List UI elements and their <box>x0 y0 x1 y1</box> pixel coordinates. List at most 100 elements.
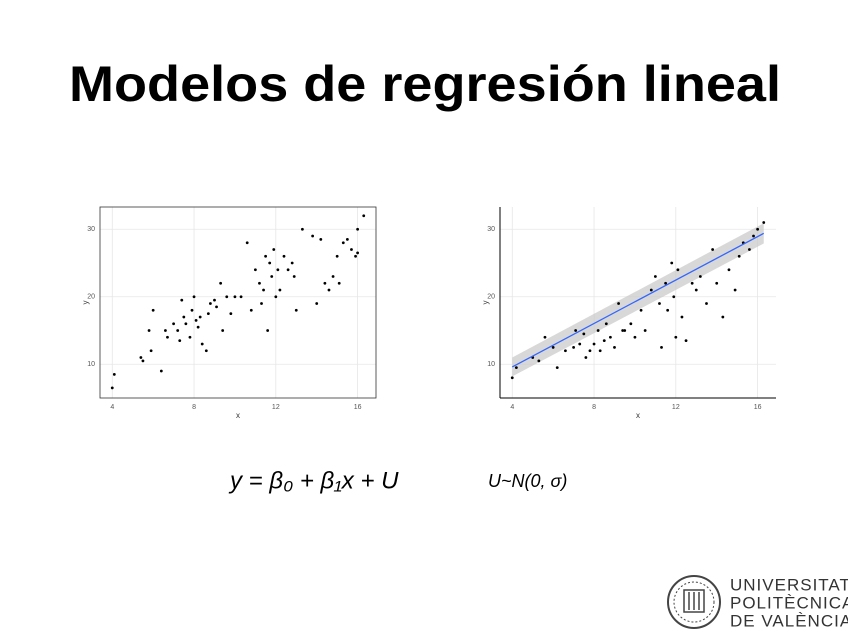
point <box>188 335 192 339</box>
point <box>676 268 680 272</box>
point <box>290 261 294 265</box>
point <box>356 227 359 231</box>
point <box>643 329 647 332</box>
point <box>190 308 194 312</box>
y-tick-label: 30 <box>87 226 95 233</box>
point <box>341 241 345 245</box>
point <box>184 322 188 326</box>
y-axis-label: y <box>481 301 490 305</box>
point <box>270 275 274 278</box>
point <box>629 322 633 326</box>
point <box>282 254 286 258</box>
logo-text: UNIVERSITAT <box>730 575 848 594</box>
point <box>543 335 547 339</box>
point <box>213 298 216 302</box>
point <box>588 349 592 353</box>
point <box>204 349 208 353</box>
point <box>694 288 698 292</box>
point <box>239 295 243 299</box>
point <box>756 227 759 231</box>
y-tick-label: 20 <box>87 294 95 301</box>
point <box>564 349 567 353</box>
y-tick-label: 20 <box>487 294 495 301</box>
point <box>221 329 225 332</box>
x-tick-label: 8 <box>192 404 196 411</box>
formula: U~N(0, σ) <box>488 471 567 491</box>
point <box>272 248 276 251</box>
point <box>176 329 180 332</box>
point <box>617 302 620 305</box>
point <box>159 369 163 373</box>
point <box>680 315 684 319</box>
point <box>151 308 155 312</box>
point <box>715 281 719 285</box>
point <box>301 227 304 231</box>
point <box>621 329 625 332</box>
x-axis-label: x <box>236 411 240 420</box>
emblem-ring <box>667 575 721 629</box>
point <box>147 329 151 332</box>
emblem-inner <box>673 581 715 623</box>
point <box>209 302 212 305</box>
logo-text: DE VALÈNCIA <box>730 611 848 630</box>
point <box>200 342 204 346</box>
slide-title: Modelos de regresión lineal <box>69 56 781 112</box>
point <box>196 325 200 329</box>
point <box>666 308 670 312</box>
point <box>356 251 359 255</box>
point <box>551 345 555 349</box>
point <box>264 254 267 258</box>
point <box>274 295 278 299</box>
point <box>574 329 578 332</box>
point <box>112 372 116 376</box>
plot-frame <box>99 206 377 399</box>
point <box>198 315 202 319</box>
point <box>149 349 153 353</box>
point <box>633 335 637 339</box>
point <box>592 342 596 346</box>
point <box>555 366 559 370</box>
x-tick-label: 12 <box>272 404 280 411</box>
point <box>110 386 114 390</box>
point <box>337 281 341 285</box>
x-tick-label: 16 <box>354 404 362 411</box>
point <box>510 376 514 380</box>
point <box>327 288 331 292</box>
point <box>345 237 349 241</box>
point <box>354 254 357 258</box>
point <box>752 234 755 238</box>
point <box>690 281 694 285</box>
point <box>245 241 249 245</box>
point <box>276 268 280 272</box>
point <box>670 261 674 265</box>
point <box>335 254 339 258</box>
point <box>658 302 661 305</box>
point <box>604 322 608 326</box>
point <box>311 234 315 238</box>
regression-line <box>511 232 765 368</box>
point <box>268 261 272 265</box>
point <box>639 308 643 312</box>
point <box>182 315 186 319</box>
point <box>596 329 600 332</box>
x-tick-label: 16 <box>754 404 762 411</box>
point <box>194 318 198 322</box>
point <box>315 302 319 305</box>
point <box>727 268 731 272</box>
point <box>260 302 263 305</box>
logo-text: POLITÈCNICA <box>730 593 848 612</box>
formula: y = β₀ + β₁x + U <box>228 467 399 494</box>
logo-emblem <box>667 575 721 629</box>
point <box>609 335 612 339</box>
point <box>613 345 616 349</box>
x-tick-label: 4 <box>510 404 514 411</box>
point <box>623 329 627 332</box>
point <box>653 275 657 278</box>
point <box>206 312 210 316</box>
point <box>139 356 143 359</box>
point <box>294 308 298 312</box>
y-tick-label: 10 <box>487 361 495 368</box>
point <box>362 214 366 218</box>
point <box>721 315 725 319</box>
